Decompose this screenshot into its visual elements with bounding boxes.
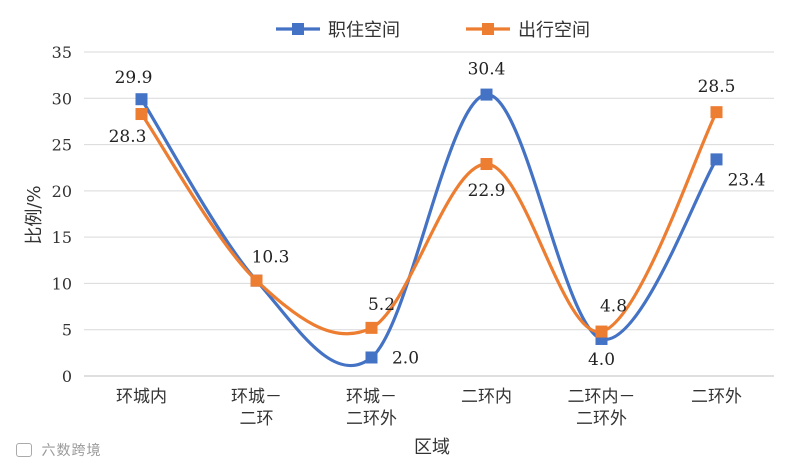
watermark-logo-icon [16, 443, 32, 457]
watermark: 六数跨境 [16, 440, 101, 460]
x-tick-label: 环城－ [346, 387, 397, 407]
series-2-point [480, 158, 493, 171]
data-label: 23.4 [728, 170, 766, 190]
x-tick-label: 二环内 [461, 387, 512, 407]
x-tick-label: 二环内－ [568, 387, 636, 407]
data-label: 10.3 [252, 248, 290, 268]
series-line-1 [140, 92, 718, 367]
series-2-point [595, 325, 608, 338]
y-tick-label: 25 [52, 136, 72, 155]
data-label: 4.0 [588, 350, 615, 370]
y-axis-title: 比例/% [24, 185, 45, 244]
legend-label: 出行空间 [518, 20, 590, 41]
data-label: 2.0 [392, 348, 419, 368]
data-label: 4.8 [600, 297, 627, 317]
x-tick-label: 二环外 [691, 387, 742, 407]
data-label: 29.9 [115, 68, 153, 88]
x-tick-label: 二环外 [576, 409, 627, 429]
data-label: 28.5 [698, 77, 736, 97]
series-1-point [480, 88, 493, 101]
x-axis-title: 区域 [414, 437, 450, 458]
y-tick-label: 35 [52, 43, 72, 62]
y-tick-label: 30 [52, 89, 72, 108]
data-label: 5.2 [368, 295, 395, 315]
series-1-point [710, 153, 723, 166]
y-tick-label: 0 [62, 367, 72, 386]
data-label: 30.4 [468, 60, 506, 80]
gridlines [84, 51, 774, 377]
legend-marker-1 [292, 23, 304, 35]
series-1-point [135, 93, 148, 106]
x-tick-label: 二环 [240, 409, 274, 429]
series [135, 88, 723, 367]
y-tick-label: 10 [52, 274, 72, 293]
data-label: 28.3 [109, 127, 147, 147]
data-label: 22.9 [468, 181, 506, 201]
series-2-point [135, 108, 148, 121]
series-1-point [365, 351, 378, 364]
legend-label: 职住空间 [328, 20, 400, 41]
y-tick-label: 20 [52, 182, 72, 201]
series-line-2 [140, 111, 718, 336]
y-tick-label: 5 [62, 321, 72, 340]
x-tick-label: 环城－ [231, 387, 282, 407]
series-2-point [710, 106, 723, 119]
y-tick-label: 15 [52, 228, 72, 247]
watermark-text: 六数跨境 [41, 443, 102, 459]
data-labels: 29.9 2.0 30.4 4.0 23.4 28.3 10.3 5.2 22.9 4.8 28.5 [109, 60, 766, 370]
series-2-point [365, 321, 378, 334]
legend: 职住空间 出行空间 [276, 20, 590, 41]
legend-marker-2 [482, 23, 494, 35]
x-tick-label: 环城内 [116, 387, 167, 407]
x-tick-label: 二环外 [346, 409, 397, 429]
series-2-point [250, 274, 263, 287]
